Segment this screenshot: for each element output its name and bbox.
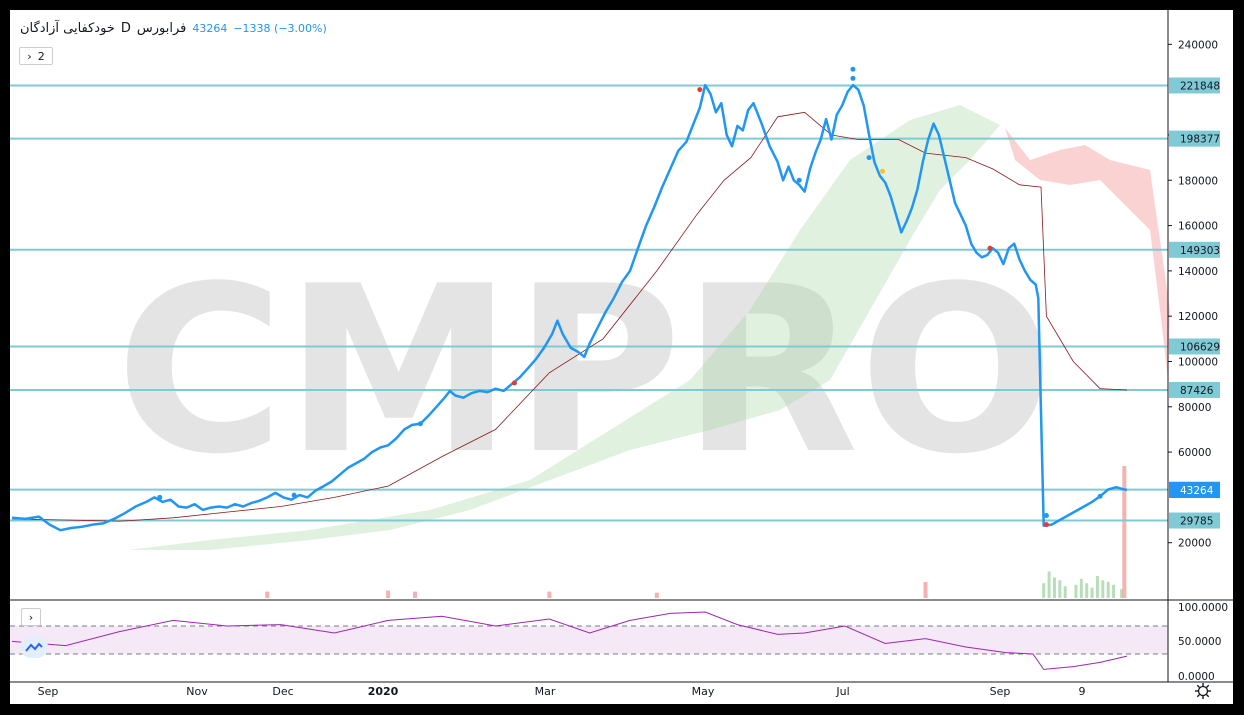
volume-bar (1112, 584, 1116, 598)
y-tick-label: 60000 (1178, 447, 1211, 459)
rsi-pane (10, 599, 1233, 670)
volume-bar (1042, 583, 1046, 598)
y-tick-label: 180000 (1178, 175, 1218, 187)
y-tick-label: 120000 (1178, 311, 1218, 323)
volume-bar (1085, 583, 1089, 598)
signal-marker (291, 492, 297, 498)
volume-bar (265, 591, 270, 598)
signal-marker (697, 87, 703, 93)
volume-bar (1106, 581, 1110, 598)
y-tick-label: 240000 (1178, 39, 1218, 51)
rsi-band (10, 626, 1168, 654)
chart-frame: CMPRO 2400002000001800001600001400001200… (10, 10, 1233, 704)
legend: خودکفایی آزادگان D فرابورس 43264 −1338 (… (20, 21, 327, 36)
y-tick-label: 80000 (1178, 402, 1211, 414)
baseline-series (11, 111, 1128, 522)
last-price: 43264 (192, 22, 228, 35)
level-label-box (1169, 241, 1220, 258)
volume-bar (386, 590, 391, 598)
x-tick-label: Nov (186, 685, 208, 698)
x-tick-label: 9 (1079, 685, 1086, 698)
y-tick-label: 140000 (1178, 266, 1218, 278)
x-tick-label: Sep (38, 685, 59, 698)
level-label-box (1169, 512, 1220, 529)
volume-bar (1063, 586, 1067, 598)
rsi-tick-label: 50.0000 (1178, 636, 1221, 648)
level-label-box (1169, 381, 1220, 398)
volume-bar (547, 591, 552, 598)
level-label: 198377 (1180, 134, 1220, 146)
level-label: 106629 (1180, 341, 1220, 353)
series-lines (11, 66, 1128, 532)
level-label: 29785 (1180, 516, 1213, 528)
level-label: 221848 (1180, 80, 1220, 92)
x-tick-label: May (692, 685, 715, 698)
interval-label[interactable]: D (120, 21, 131, 36)
price-series (11, 83, 1128, 532)
exchange-name: فرابورس (136, 21, 187, 36)
volume-bar (1047, 571, 1051, 598)
volume-bar (1122, 465, 1127, 598)
signal-marker (1097, 493, 1103, 499)
signal-marker (1043, 513, 1049, 519)
signal-marker (417, 421, 423, 427)
volume-bar (1052, 577, 1056, 598)
cloud-green-area (128, 105, 1000, 550)
x-tick-label: 2020 (368, 685, 399, 698)
last-price-box (1169, 481, 1220, 498)
volume-bar (1079, 578, 1083, 598)
level-label: 149303 (1180, 245, 1220, 257)
rsi-tick-label: 0.0000 (1178, 671, 1215, 683)
ichimoku-cloud (128, 105, 1170, 550)
level-label-box (1169, 130, 1220, 147)
volume-bar (654, 592, 659, 598)
price-chart[interactable]: CMPRO 2400002000001800001600001400001200… (10, 10, 1233, 704)
collapse-count: 2 (37, 49, 45, 63)
signal-marker (866, 155, 872, 161)
level-label-box (1169, 338, 1220, 355)
symbol-name[interactable]: خودکفایی آزادگان (20, 21, 115, 36)
volume-bar (1095, 575, 1099, 598)
rsi-expand-button[interactable]: › (21, 608, 41, 626)
level-label-box (1169, 77, 1220, 94)
volume-bar (1090, 587, 1094, 598)
chevron-right-icon: › (28, 610, 34, 624)
cloud-red-area (1005, 128, 1170, 380)
price-change: −1338 (−3.00%) (233, 22, 327, 35)
rsi-series (11, 611, 1128, 670)
volume-bars (265, 465, 1127, 598)
x-tick-label: Sep (990, 685, 1011, 698)
signal-marker (1043, 522, 1049, 528)
x-tick-label: Dec (272, 685, 293, 698)
chevron-right-icon: › (27, 49, 32, 63)
x-tick-label: Jul (835, 685, 849, 698)
signal-marker (850, 75, 856, 81)
rsi-tick-label: 100.0000 (1178, 602, 1228, 614)
signal-marker (796, 177, 802, 183)
volume-bar (1074, 584, 1078, 598)
volume-bar (1101, 580, 1105, 598)
settings-gear-icon[interactable] (1194, 682, 1212, 700)
signal-marker (157, 494, 163, 500)
last-price-label: 43264 (1180, 485, 1214, 497)
tradingview-logo-icon[interactable] (20, 636, 48, 658)
level-label: 87426 (1180, 385, 1214, 397)
signal-marker (880, 168, 886, 174)
x-tick-label: Mar (535, 685, 556, 698)
collapse-indicators-button[interactable]: › 2 (19, 47, 53, 65)
y-tick-label: 160000 (1178, 221, 1218, 233)
volume-bar (1058, 580, 1062, 598)
volume-bar (1120, 589, 1124, 598)
signal-marker (987, 245, 993, 251)
axes: 2400002000001800001600001400001200001000… (10, 10, 1233, 698)
signal-marker (511, 380, 517, 386)
watermark: CMPRO (116, 238, 1055, 505)
volume-bar (923, 582, 928, 598)
y-tick-label: 20000 (1178, 538, 1211, 550)
volume-bar (413, 591, 418, 598)
y-tick-label: 100000 (1178, 356, 1218, 368)
signal-marker (850, 66, 856, 72)
